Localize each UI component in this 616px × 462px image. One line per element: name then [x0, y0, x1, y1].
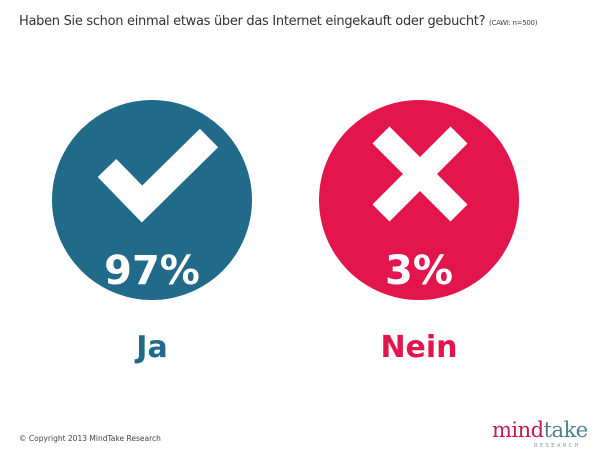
- logo-part-mind: mind: [492, 418, 544, 442]
- question-text: Haben Sie schon einmal etwas über das In…: [19, 14, 486, 29]
- chart-title: Haben Sie schon einmal etwas über das In…: [19, 14, 537, 29]
- logo-part-take: take: [543, 418, 589, 442]
- mindtake-logo: mindtake RESEARCH: [492, 418, 589, 449]
- sample-note: (CAWI: n=500): [489, 19, 538, 27]
- yes-circle: 97%: [52, 100, 252, 300]
- no-value-label: 3%: [385, 248, 453, 294]
- check-icon: [97, 128, 219, 223]
- no-category-label: Nein: [380, 330, 458, 365]
- yes-value-label: 97%: [104, 248, 200, 294]
- logo-subtitle: RESEARCH: [534, 443, 581, 449]
- copyright: © Copyright 2013 MindTake Research: [19, 434, 161, 443]
- yes-category-label: Ja: [136, 330, 168, 365]
- cross-icon: [372, 126, 468, 222]
- no-circle: 3%: [319, 100, 519, 300]
